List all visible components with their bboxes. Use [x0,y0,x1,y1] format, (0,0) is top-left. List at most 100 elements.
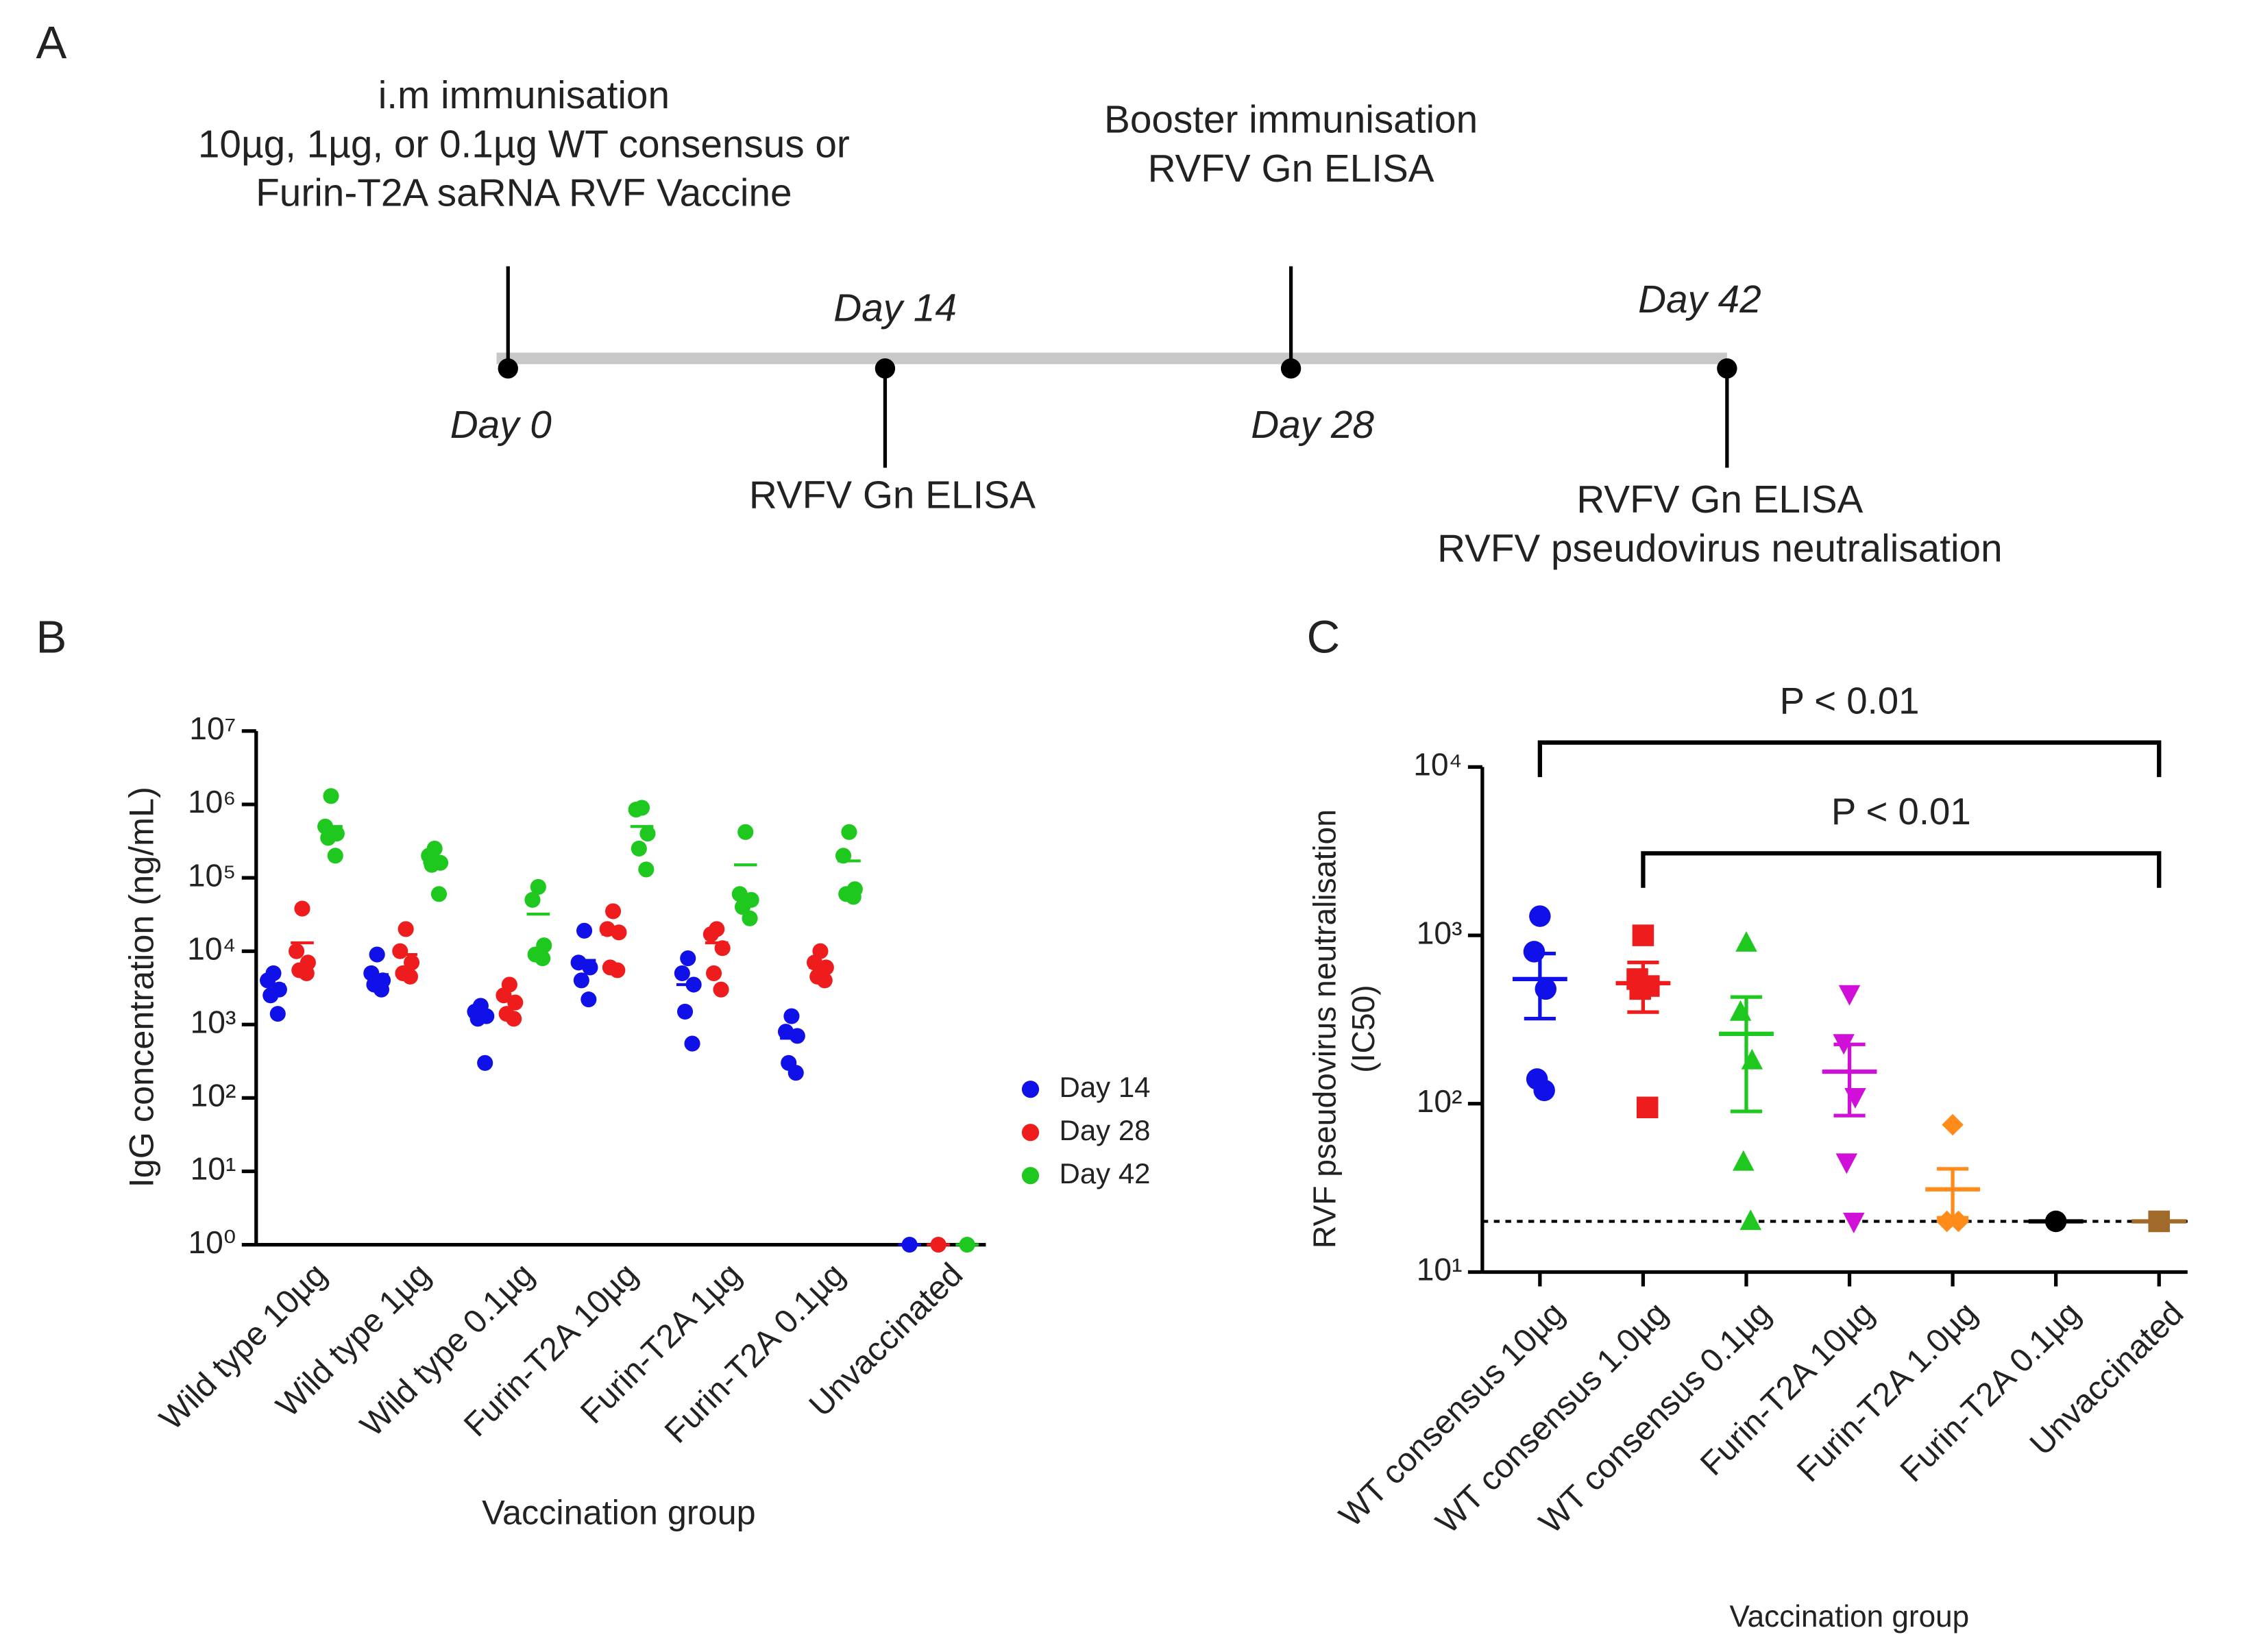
legend-swatch [1021,1124,1040,1142]
significance-bracket [1641,851,2162,888]
point [816,972,833,989]
point [1735,931,1757,952]
point [469,1011,486,1027]
y-tick-label: 10⁷ [189,711,236,746]
significance-label: P < 0.01 [1831,791,1971,833]
y-axis-label: RVF pseudovirus neutralisation [1306,809,1342,1248]
x-tick-label: Furin-T2A 10µg [457,1256,645,1444]
point [713,981,729,998]
timeline-note: RVFV Gn ELISA [1148,147,1434,190]
point [789,1028,805,1044]
timeline-note: Booster immunisation [1104,99,1478,142]
point [289,943,305,959]
point [369,946,385,963]
x-tick-label: Furin-T2A 0.1µg [657,1256,852,1451]
point [1838,985,1861,1006]
point [404,954,420,971]
point [398,921,414,937]
point [676,1003,694,1020]
point [506,1011,522,1027]
point [1739,1209,1762,1231]
timeline-dot [1717,358,1737,379]
point [1844,1088,1866,1109]
timeline-dot [875,358,896,379]
point [680,950,696,967]
timeline-note: RVFV Gn ELISA [1576,478,1863,521]
point [674,965,690,981]
y-axis-label: IgG concentration (ng/mL) [121,787,160,1187]
point [327,848,343,864]
timeline-dot [498,358,518,379]
point [298,965,315,981]
timeline-note: i.m immunisation [378,74,670,117]
point [373,981,390,998]
point [787,1065,804,1081]
point [611,924,627,941]
y-axis-label: (IC50) [1345,985,1381,1072]
point [705,965,722,981]
point [742,910,758,926]
point [1632,924,1654,946]
point [1835,1153,1858,1174]
point [573,972,589,989]
point [402,968,419,985]
legend-label: Day 28 [1060,1114,1151,1146]
point [684,1035,700,1052]
point [424,856,440,873]
x-tick-label: Furin-T2A 10µg [1694,1295,1881,1483]
timeline-note: 10µg, 1µg, or 0.1µg WT consensus or [198,123,850,166]
point [609,962,626,978]
day-label: Day 42 [1638,278,1761,321]
x-axis-label: Vaccination group [482,1493,756,1532]
point [604,903,622,920]
y-tick-label: 10¹ [191,1151,236,1187]
x-tick-label: Wild type 0.1µg [353,1256,541,1444]
y-tick-label: 10² [1417,1083,1463,1119]
point [1533,1079,1555,1102]
y-tick-label: 10³ [191,1004,236,1039]
x-tick-label: Furin-T2A 1.0µg [1790,1295,1985,1490]
point [845,889,862,905]
point [530,878,546,896]
point [294,900,310,917]
point [576,922,593,939]
x-tick-label: Furin-T2A 0.1µg [1893,1295,2088,1490]
day-label: Day 0 [450,404,552,447]
point [737,824,754,840]
point [535,950,551,967]
point [392,943,408,959]
point [1733,1150,1755,1171]
day-label: Day 28 [1251,404,1374,447]
point [638,861,655,878]
legend-swatch [1021,1081,1040,1098]
point [1942,1113,1964,1136]
point [269,1006,286,1022]
point [582,959,598,976]
point [477,1055,493,1071]
y-tick-label: 10⁵ [188,857,236,893]
point [734,899,751,915]
significance-label: P < 0.01 [1780,680,1920,722]
point [1636,1096,1659,1118]
y-tick-label: 10³ [1417,915,1463,950]
y-tick-label: 10⁴ [1413,747,1462,782]
y-tick-label: 10² [191,1078,236,1113]
panel-label: B [36,611,66,663]
point [323,788,339,804]
legend-label: Day 14 [1060,1071,1151,1103]
point [702,926,719,943]
point [631,840,647,857]
y-tick-label: 10¹ [1417,1252,1463,1287]
point [1529,905,1551,927]
point [1843,1212,1865,1233]
legend-label: Day 42 [1060,1157,1151,1189]
point [581,991,597,1008]
timeline-dot [1280,358,1302,379]
point [262,987,279,1004]
legend-swatch [1021,1167,1040,1185]
point [430,886,448,902]
point [841,824,857,840]
timeline-note: Furin-T2A saRNA RVF Vaccine [256,172,792,215]
point [628,802,644,818]
